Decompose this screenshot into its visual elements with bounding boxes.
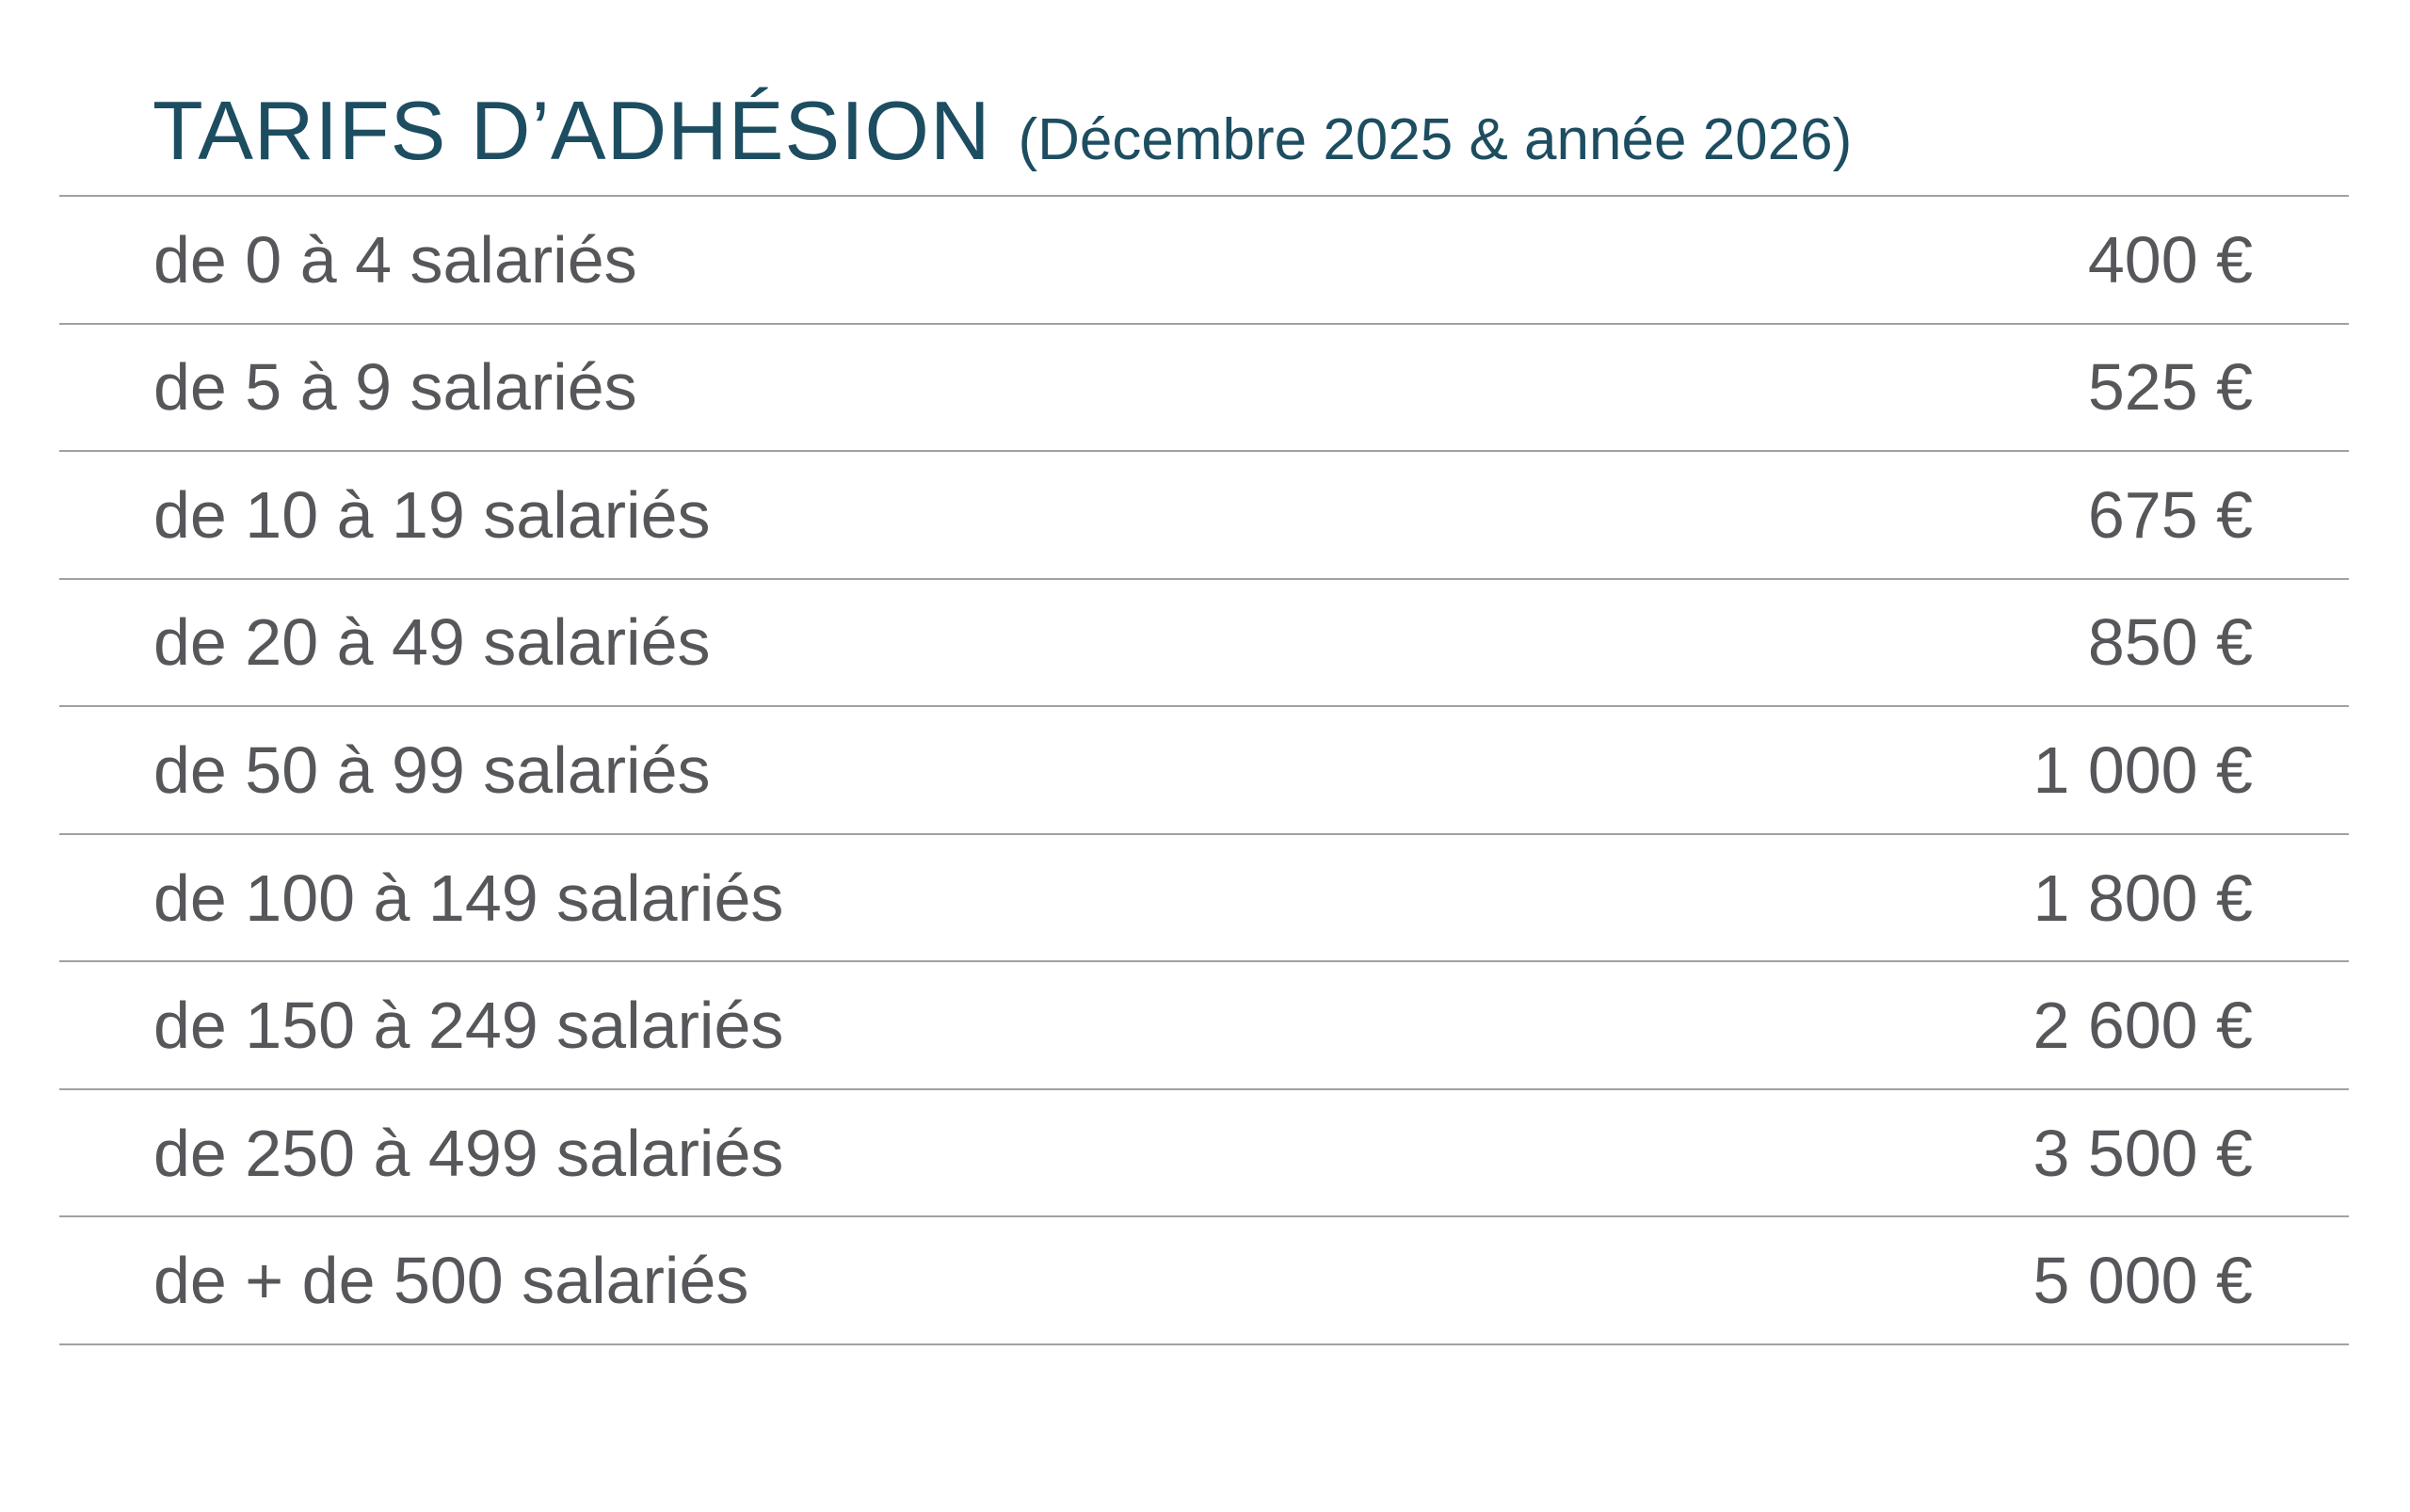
row-price: 850 € <box>2087 605 2253 680</box>
table-row: de 50 à 99 salariés 1 000 € <box>59 707 2349 835</box>
page-title: TARIFS D’ADHÉSION (Décembre 2025 & année… <box>153 89 1852 172</box>
table-row: de 0 à 4 salariés 400 € <box>59 197 2349 325</box>
row-price: 400 € <box>2087 222 2253 297</box>
pricing-table: de 0 à 4 salariés 400 € de 5 à 9 salarié… <box>59 197 2349 1345</box>
row-label: de 10 à 19 salariés <box>153 477 711 552</box>
row-label: de 5 à 9 salariés <box>153 350 637 425</box>
table-row: de 100 à 149 salariés 1 800 € <box>59 835 2349 963</box>
table-row: de 150 à 249 salariés 2 600 € <box>59 962 2349 1090</box>
table-row: de + de 500 salariés 5 000 € <box>59 1217 2349 1345</box>
title-period: (Décembre 2025 & année 2026) <box>1018 107 1853 172</box>
table-row: de 10 à 19 salariés 675 € <box>59 452 2349 580</box>
row-price: 1 000 € <box>2032 732 2253 807</box>
row-price: 1 800 € <box>2032 861 2253 935</box>
row-label: de 0 à 4 salariés <box>153 222 637 297</box>
row-price: 3 500 € <box>2032 1116 2253 1190</box>
row-label: de 150 à 249 salariés <box>153 989 784 1063</box>
row-label: de 50 à 99 salariés <box>153 732 711 807</box>
pricing-section: TARIFS D’ADHÉSION (Décembre 2025 & année… <box>59 0 2349 1345</box>
row-label: de 20 à 49 salariés <box>153 605 711 680</box>
table-row: de 250 à 499 salariés 3 500 € <box>59 1090 2349 1218</box>
row-label: de 100 à 149 salariés <box>153 861 784 935</box>
row-price: 2 600 € <box>2032 989 2253 1063</box>
table-row: de 5 à 9 salariés 525 € <box>59 325 2349 453</box>
row-label: de + de 500 salariés <box>153 1244 749 1318</box>
row-price: 675 € <box>2087 477 2253 552</box>
table-row: de 20 à 49 salariés 850 € <box>59 580 2349 708</box>
title-text: TARIFS D’ADHÉSION <box>153 84 991 177</box>
row-price: 5 000 € <box>2032 1244 2253 1318</box>
row-label: de 250 à 499 salariés <box>153 1116 784 1190</box>
header: TARIFS D’ADHÉSION (Décembre 2025 & année… <box>59 0 2349 197</box>
row-price: 525 € <box>2087 350 2253 425</box>
